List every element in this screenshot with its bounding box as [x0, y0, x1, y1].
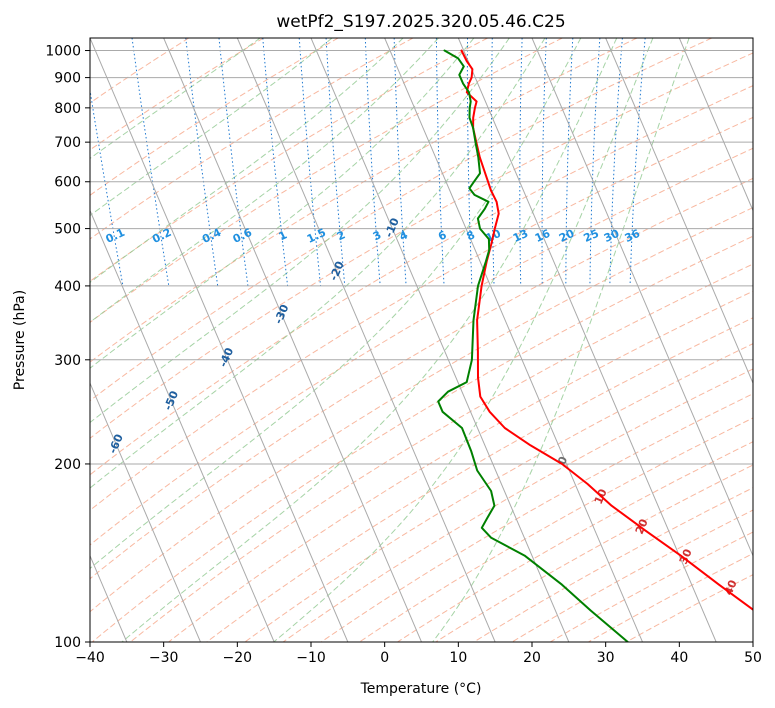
- x-tick-label: 10: [449, 650, 467, 666]
- moist-adiabat: [432, 38, 690, 642]
- isotherm-line: [310, 38, 570, 642]
- y-tick-label: 500: [54, 222, 81, 238]
- x-tick-label: 50: [744, 650, 762, 666]
- y-tick-label: 100: [54, 635, 81, 651]
- mixing-ratio-label: 30: [602, 227, 622, 245]
- dry-adiabat: [282, 368, 753, 642]
- mixing-ratio-line: [609, 38, 623, 286]
- moist-adiabat: [90, 38, 261, 160]
- y-tick-label: 700: [54, 135, 81, 151]
- dry-adiabat: [473, 487, 753, 642]
- isotherm-line: [236, 38, 496, 642]
- mixing-ratio-line: [629, 38, 646, 286]
- x-axis: −40 −30 −20 −10 0 10 20 30 40 50: [75, 642, 762, 666]
- dry-adiabat: [90, 38, 712, 402]
- moist-adiabat: [273, 38, 654, 642]
- x-tick-label: −40: [75, 650, 105, 666]
- moist-adiabat: [90, 38, 546, 489]
- dry-adiabat: [90, 38, 414, 240]
- y-axis-label: Pressure (hPa): [12, 290, 28, 390]
- dry-adiabat: [90, 207, 753, 613]
- y-tick-label: 900: [54, 71, 81, 87]
- mixing-ratio-label: 36: [623, 227, 643, 245]
- isotherm-line: [90, 381, 201, 642]
- mixing-ratio-line: [298, 38, 322, 286]
- moist-adiabat: [90, 38, 510, 424]
- plot-frame: [89, 37, 754, 643]
- mixing-ratio-line: [90, 87, 124, 286]
- dry-adiabat: [130, 263, 753, 642]
- moist-adiabat: [90, 38, 475, 369]
- dry-adiabat: [320, 393, 753, 642]
- moist-adiabat: [90, 38, 333, 217]
- x-tick-label: 30: [597, 650, 615, 666]
- mixing-ratio-line: [589, 38, 601, 286]
- y-tick-label: 400: [54, 279, 81, 295]
- mixing-ratio-label: 13: [511, 227, 530, 245]
- mixing-ratio-label: 16: [533, 227, 553, 245]
- isotherm-line: [163, 38, 422, 642]
- x-tick-label: −30: [149, 650, 179, 666]
- dry-adiabat: [91, 235, 753, 642]
- moist-adiabat: [121, 38, 618, 642]
- mixing-ratio-label: 20: [557, 227, 577, 245]
- mixing-ratio-line: [325, 38, 346, 286]
- isotherm-line: [90, 209, 275, 642]
- mixing-ratio-line: [185, 38, 219, 286]
- isotherm-line: [531, 38, 753, 557]
- chart-title: wetPf2_S197.2025.320.05.46.C25: [276, 12, 565, 32]
- y-tick-label: 800: [54, 101, 81, 117]
- y-tick-label: 300: [54, 353, 81, 369]
- mixing-ratio-line: [218, 38, 249, 286]
- mixing-ratio-line: [131, 38, 170, 286]
- dry-adiabat: [206, 317, 753, 642]
- temperature-line: [460, 49, 753, 611]
- y-tick-label: 1000: [45, 44, 81, 60]
- isotherm-line: [457, 38, 717, 642]
- isotherm-line: [678, 38, 753, 212]
- x-tick-label: 40: [670, 650, 688, 666]
- mixing-ratio-label: 25: [582, 227, 601, 245]
- dry-adiabat: [90, 38, 638, 363]
- grid-lines: [90, 38, 753, 642]
- x-tick-label: 0: [380, 650, 389, 666]
- dry-adiabat: [168, 290, 753, 642]
- x-tick-label: −10: [296, 650, 326, 666]
- dry-adiabat: [359, 417, 753, 642]
- y-tick-label: 200: [54, 457, 81, 473]
- mixing-ratio-line: [262, 38, 289, 286]
- isotherm-line: [90, 38, 349, 642]
- y-axis: 100 200 300 400 500 600 700 800 900 1000: [45, 44, 90, 651]
- y-tick-label: 600: [54, 175, 81, 191]
- isotherm-line: [384, 38, 643, 642]
- isotherm-line: [605, 38, 753, 385]
- dry-adiabat: [90, 147, 753, 546]
- x-tick-label: 20: [523, 650, 541, 666]
- background-lines: [90, 38, 753, 642]
- moist-adiabat: [90, 38, 439, 323]
- dewpoint-line: [437, 49, 629, 642]
- dry-adiabat: [435, 464, 753, 642]
- isotherm-label: 30: [677, 547, 695, 566]
- dry-adiabat: [549, 531, 753, 642]
- moist-adiabat: [90, 38, 404, 284]
- moist-adiabat: [90, 38, 582, 570]
- profile-lines: [437, 49, 753, 642]
- dry-adiabat: [90, 52, 753, 439]
- isotherm-label: 40: [722, 578, 740, 597]
- x-tick-label: −20: [223, 650, 253, 666]
- x-axis-label: Temperature (°C): [360, 681, 482, 697]
- dry-adiabat: [90, 38, 339, 196]
